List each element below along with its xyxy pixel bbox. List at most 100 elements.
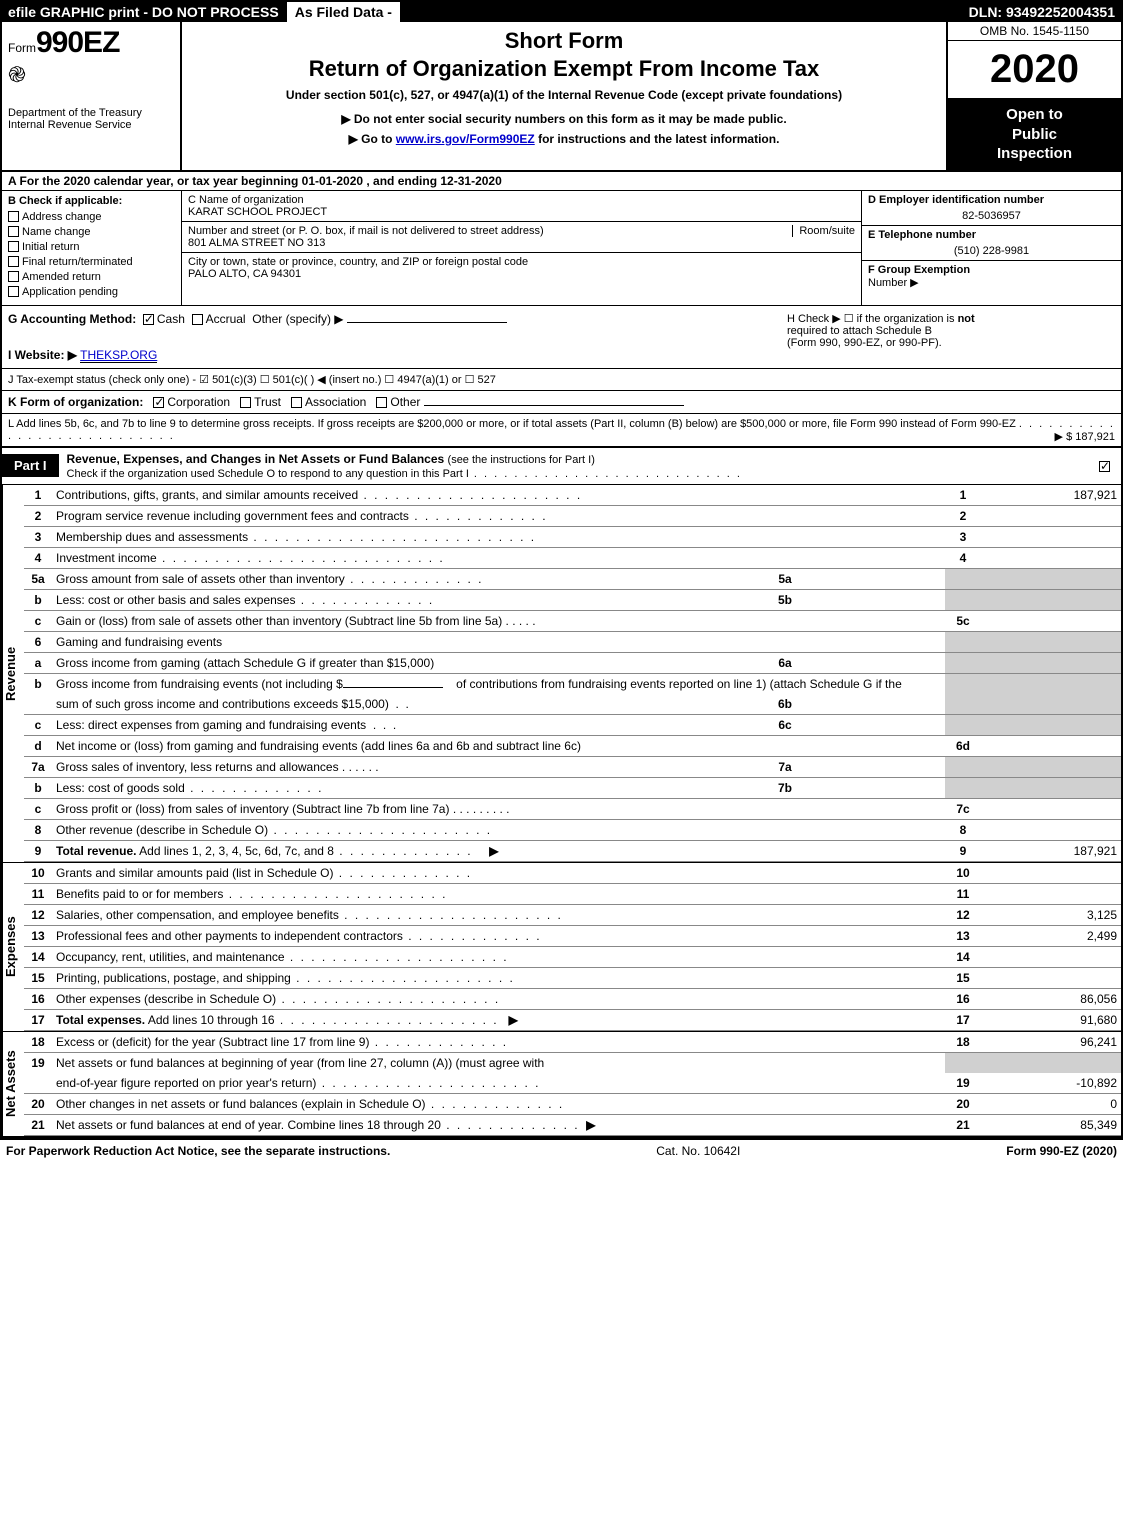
d-ein-value: 82-5036957 <box>868 210 1115 222</box>
header-mid: Short Form Return of Organization Exempt… <box>182 22 946 170</box>
net-assets-section: Net Assets 18Excess or (deficit) for the… <box>2 1032 1121 1138</box>
line-7c: cGross profit or (loss) from sales of in… <box>24 798 1121 819</box>
top-bar-left: efile GRAPHIC print - DO NOT PROCESS As … <box>2 2 402 22</box>
d-group-number: Number ▶ <box>868 277 919 289</box>
header-note: ▶ Do not enter social security numbers o… <box>190 112 938 126</box>
h-check: H Check ▶ ☐ if the organization is not r… <box>781 306 1121 368</box>
part-1-header: Part I Revenue, Expenses, and Changes in… <box>2 448 1121 485</box>
header-right: OMB No. 1545-1150 2020 Open to Public In… <box>946 22 1121 170</box>
line-6b-1: bGross income from fundraising events (n… <box>24 673 1121 694</box>
line-15: 15Printing, publications, postage, and s… <box>24 967 1121 988</box>
chk-initial-return[interactable]: Initial return <box>8 241 175 253</box>
dept-treasury: Department of the Treasury <box>8 107 174 119</box>
dept-irs: Internal Revenue Service <box>8 119 174 131</box>
top-bar: efile GRAPHIC print - DO NOT PROCESS As … <box>2 2 1121 22</box>
chk-schedule-o[interactable] <box>1099 461 1110 472</box>
open-line-3: Inspection <box>950 144 1119 164</box>
main-title: Return of Organization Exempt From Incom… <box>190 56 938 82</box>
k-other-input[interactable] <box>424 405 684 406</box>
b-head: B Check if applicable: <box>8 195 175 207</box>
expenses-section: Expenses 10Grants and similar amounts pa… <box>2 863 1121 1032</box>
part-1-check-note: Check if the organization used Schedule … <box>67 468 742 480</box>
open-to-public-box: Open to Public Inspection <box>948 99 1121 170</box>
chk-trust[interactable] <box>240 397 251 408</box>
chk-name-change[interactable]: Name change <box>8 226 175 238</box>
open-line-1: Open to <box>950 105 1119 125</box>
h-text-3: (Form 990, 990-EZ, or 990-PF). <box>787 337 1115 349</box>
line-9: 9Total revenue. Add lines 1, 2, 3, 4, 5c… <box>24 840 1121 861</box>
line-8: 8Other revenue (describe in Schedule O)8 <box>24 819 1121 840</box>
omb-number: OMB No. 1545-1150 <box>948 22 1121 41</box>
line-17: 17Total expenses. Add lines 10 through 1… <box>24 1009 1121 1030</box>
c-room-label: Room/suite <box>792 225 855 237</box>
website-link[interactable]: THEKSP.ORG <box>80 348 157 363</box>
c-row-street: Number and street (or P. O. box, if mail… <box>182 222 861 253</box>
line-10: 10Grants and similar amounts paid (list … <box>24 863 1121 884</box>
d-phone-label: E Telephone number <box>868 229 1115 241</box>
tax-year: 2020 <box>948 41 1121 99</box>
revenue-section: Revenue 1Contributions, gifts, grants, a… <box>2 485 1121 863</box>
chk-corporation[interactable] <box>153 397 164 408</box>
header-sub: Under section 501(c), 527, or 4947(a)(1)… <box>190 88 938 102</box>
dln-label: DLN: 93492252004351 <box>963 2 1121 22</box>
footer-right: Form 990-EZ (2020) <box>1006 1144 1117 1158</box>
footer-left: For Paperwork Reduction Act Notice, see … <box>6 1144 390 1158</box>
c-city-label: City or town, state or province, country… <box>188 256 855 268</box>
6b-amount-input[interactable] <box>343 687 443 688</box>
form-id: Form990EZ <box>8 26 174 60</box>
footer-mid: Cat. No. 10642I <box>656 1144 740 1158</box>
chk-accrual[interactable] <box>192 314 203 325</box>
irs-logo-icon: ֎ <box>8 60 174 89</box>
netassets-table: 18Excess or (deficit) for the year (Subt… <box>24 1032 1121 1136</box>
revenue-side-label: Revenue <box>2 485 24 862</box>
col-d: D Employer identification number 82-5036… <box>861 191 1121 305</box>
h-text-2: required to attach Schedule B <box>787 325 1115 337</box>
c-city-value: PALO ALTO, CA 94301 <box>188 268 855 280</box>
chk-final-return[interactable]: Final return/terminated <box>8 256 175 268</box>
g-accounting: G Accounting Method: Cash Accrual Other … <box>2 306 781 368</box>
irs-link[interactable]: www.irs.gov/Form990EZ <box>396 132 535 146</box>
short-form-title: Short Form <box>190 28 938 54</box>
line-2: 2Program service revenue including gover… <box>24 505 1121 526</box>
expenses-side-label: Expenses <box>2 863 24 1031</box>
line-16: 16Other expenses (describe in Schedule O… <box>24 988 1121 1009</box>
line-6d: dNet income or (loss) from gaming and fu… <box>24 735 1121 756</box>
l-value: ▶ $ 187,921 <box>1055 430 1115 443</box>
l-text: L Add lines 5b, 6c, and 7b to line 9 to … <box>8 418 1016 430</box>
line-5a: 5aGross amount from sale of assets other… <box>24 568 1121 589</box>
chk-other[interactable] <box>376 397 387 408</box>
line-6a: aGross income from gaming (attach Schedu… <box>24 652 1121 673</box>
chk-address-change[interactable]: Address change <box>8 211 175 223</box>
line-7b: bLess: cost of goods sold7b <box>24 777 1121 798</box>
chk-amended-return[interactable]: Amended return <box>8 271 175 283</box>
part-1-label: Part I <box>2 454 59 477</box>
line-18: 18Excess or (deficit) for the year (Subt… <box>24 1032 1121 1053</box>
d-row-group: F Group Exemption Number ▶ <box>862 261 1121 292</box>
part-1-checkbox-cell <box>1091 455 1121 477</box>
line-6c: cLess: direct expenses from gaming and f… <box>24 714 1121 735</box>
col-b: B Check if applicable: Address change Na… <box>2 191 182 305</box>
link-post: for instructions and the latest informat… <box>535 132 780 146</box>
g-other-input[interactable] <box>347 322 507 323</box>
line-20: 20Other changes in net assets or fund ba… <box>24 1093 1121 1114</box>
c-name-value: KARAT SCHOOL PROJECT <box>188 206 855 218</box>
line-19-1: 19Net assets or fund balances at beginni… <box>24 1052 1121 1073</box>
form-prefix: Form <box>8 41 36 55</box>
line-6: 6Gaming and fundraising events <box>24 631 1121 652</box>
form-container: efile GRAPHIC print - DO NOT PROCESS As … <box>0 0 1123 1140</box>
part-1-title: Revenue, Expenses, and Changes in Net As… <box>59 448 1091 484</box>
d-group-label: F Group Exemption <box>868 264 970 276</box>
chk-cash[interactable] <box>143 314 154 325</box>
chk-application-pending[interactable]: Application pending <box>8 286 175 298</box>
d-row-phone: E Telephone number (510) 228-9981 <box>862 226 1121 261</box>
line-13: 13Professional fees and other payments t… <box>24 925 1121 946</box>
revenue-table: 1Contributions, gifts, grants, and simil… <box>24 485 1121 862</box>
c-row-name: C Name of organization KARAT SCHOOL PROJ… <box>182 191 861 222</box>
as-filed-box: As Filed Data - <box>287 2 400 22</box>
line-21: 21Net assets or fund balances at end of … <box>24 1114 1121 1135</box>
link-pre: ▶ Go to <box>349 132 396 146</box>
line-12: 12Salaries, other compensation, and empl… <box>24 904 1121 925</box>
d-row-ein: D Employer identification number 82-5036… <box>862 191 1121 226</box>
header-link-row: ▶ Go to www.irs.gov/Form990EZ for instru… <box>190 132 938 146</box>
chk-association[interactable] <box>291 397 302 408</box>
